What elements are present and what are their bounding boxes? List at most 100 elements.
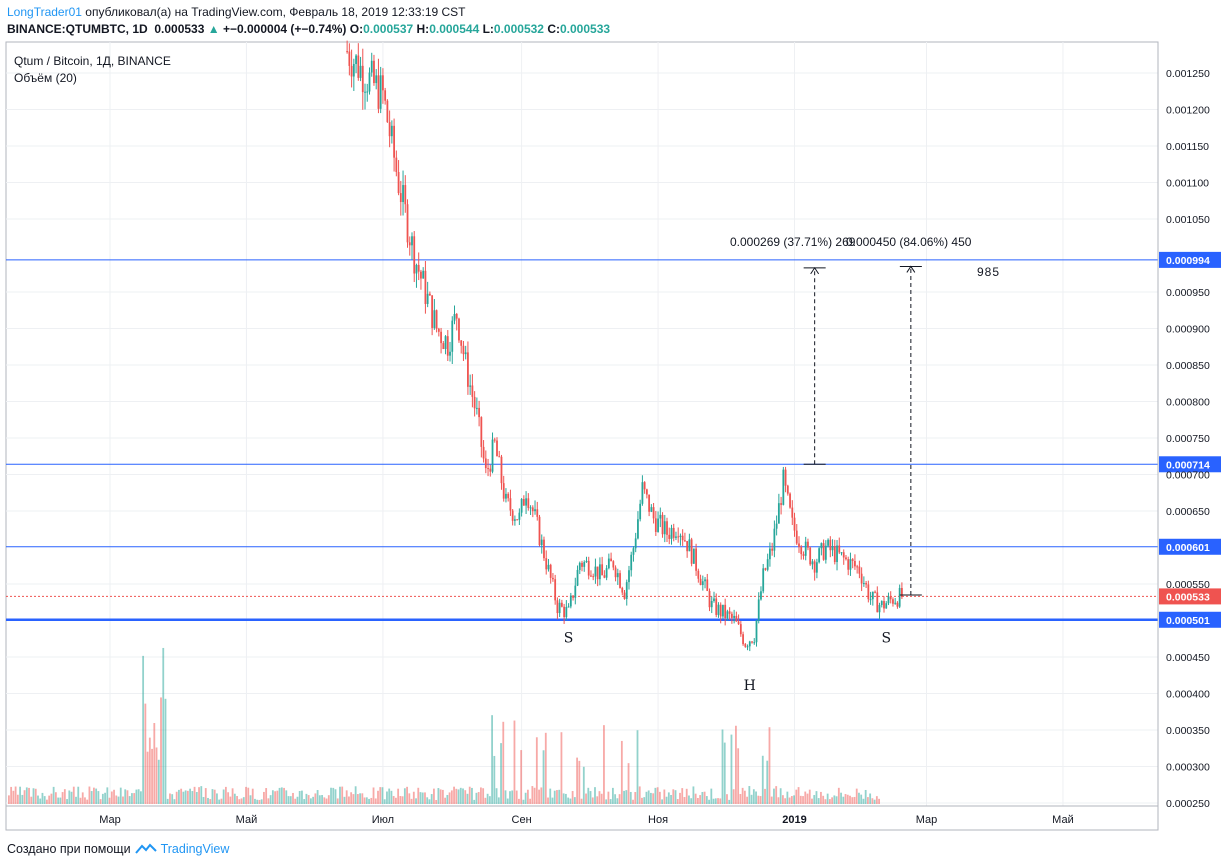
candle-body xyxy=(592,576,595,578)
volume-bar xyxy=(594,787,596,804)
candle-body xyxy=(567,606,570,608)
candle-body xyxy=(690,539,693,564)
candle-body xyxy=(681,535,684,541)
candle-body xyxy=(686,541,689,552)
volume-bar xyxy=(52,786,55,804)
volume-bar xyxy=(128,796,131,804)
candle-body xyxy=(764,568,767,570)
candle-body xyxy=(612,561,615,568)
horizontal-levels[interactable]: 0.000994 0.000714 0.000601 0.000533 0.000501 xyxy=(6,251,1221,628)
volume-bar xyxy=(842,796,845,804)
y-tick-label: 0.000700 xyxy=(1166,470,1210,482)
tradingview-link[interactable]: TradingView xyxy=(160,842,230,856)
volume-bar xyxy=(157,759,160,804)
volume-bar xyxy=(341,786,344,804)
candle-body xyxy=(849,559,852,570)
candle-body xyxy=(549,564,552,578)
candlestick-series xyxy=(346,40,903,652)
volume-bar xyxy=(582,766,585,804)
candle-body xyxy=(435,310,438,329)
candle-body xyxy=(420,271,422,279)
volume-bar xyxy=(30,796,33,804)
candle-body xyxy=(424,270,427,304)
time-axis[interactable]: Мар Май Июл Сен Ноя 2019 Мар Май xyxy=(99,814,1074,826)
volume-bar xyxy=(323,797,326,804)
candle-body xyxy=(368,72,371,92)
x-tick-label: Май xyxy=(236,814,258,826)
volume-bar xyxy=(524,792,527,804)
candle-body xyxy=(437,328,440,332)
candle-body xyxy=(654,518,657,532)
candle-body xyxy=(708,590,711,608)
candle-body xyxy=(885,603,888,609)
candle-body xyxy=(813,561,816,573)
volume-bar xyxy=(598,791,601,804)
volume-bar xyxy=(529,798,532,804)
volume-bar xyxy=(54,792,57,804)
candle-body xyxy=(746,646,749,648)
volume-bar xyxy=(790,796,793,804)
volume-bar xyxy=(332,787,335,804)
volume-bar xyxy=(146,751,149,804)
volume-bar xyxy=(822,795,825,804)
volume-bar xyxy=(352,794,355,804)
volume-bar xyxy=(153,723,156,804)
candle-body xyxy=(576,569,579,586)
volume-bar xyxy=(298,791,301,804)
volume-bar xyxy=(835,796,838,804)
volume-bar xyxy=(544,732,547,804)
candle-body xyxy=(641,482,644,504)
candle-body xyxy=(798,543,800,547)
volume-bar xyxy=(690,798,693,804)
candle-body xyxy=(663,521,666,535)
volume-bar xyxy=(343,796,346,804)
candle-body xyxy=(590,575,592,577)
candle-body xyxy=(809,547,812,565)
volume-bar xyxy=(229,796,232,804)
volume-bar xyxy=(737,748,740,804)
volume-bar xyxy=(412,791,415,804)
author-link[interactable]: LongTrader01 xyxy=(7,5,82,19)
volume-bar xyxy=(260,799,263,804)
volume-bar xyxy=(99,799,102,804)
candle-body xyxy=(804,541,807,556)
volume-bar xyxy=(354,786,357,804)
candle-body xyxy=(560,602,563,607)
volume-bar xyxy=(672,789,675,804)
volume-bar xyxy=(755,791,757,804)
candle-body xyxy=(513,519,516,521)
level-price-label: 0.000501 xyxy=(1166,615,1210,627)
volume-bar xyxy=(641,797,643,804)
volume-bar xyxy=(681,788,684,804)
level-price-tag xyxy=(1159,611,1221,628)
candle-body xyxy=(502,483,505,499)
candle-body xyxy=(697,570,700,579)
volume-bar xyxy=(101,793,104,804)
volume-bar xyxy=(708,799,710,804)
volume-bar xyxy=(609,799,612,804)
candle-body xyxy=(525,498,527,506)
volume-bar xyxy=(263,791,265,804)
volume-bar xyxy=(576,757,578,804)
x-tick-label: Сен xyxy=(512,814,532,826)
volume-bar xyxy=(202,797,205,804)
volume-bar xyxy=(688,795,690,804)
volume-bar xyxy=(372,787,375,804)
price-axis[interactable]: 0.001250 0.001200 0.001150 0.001100 0.001050… xyxy=(1166,68,1210,810)
candle-body xyxy=(399,193,402,203)
volume-bar xyxy=(802,796,804,804)
volume-bar xyxy=(381,787,384,804)
volume-bar xyxy=(430,794,433,804)
candle-body xyxy=(833,546,836,563)
volume-bar xyxy=(254,798,256,804)
volume-bar xyxy=(19,786,21,804)
volume-bar xyxy=(813,795,816,804)
volume-bar xyxy=(108,797,111,804)
candle-body xyxy=(753,642,756,644)
candle-body xyxy=(898,588,901,607)
volume-bar xyxy=(502,721,505,804)
y-tick-label: 0.000950 xyxy=(1166,287,1210,299)
candle-body xyxy=(350,65,353,77)
